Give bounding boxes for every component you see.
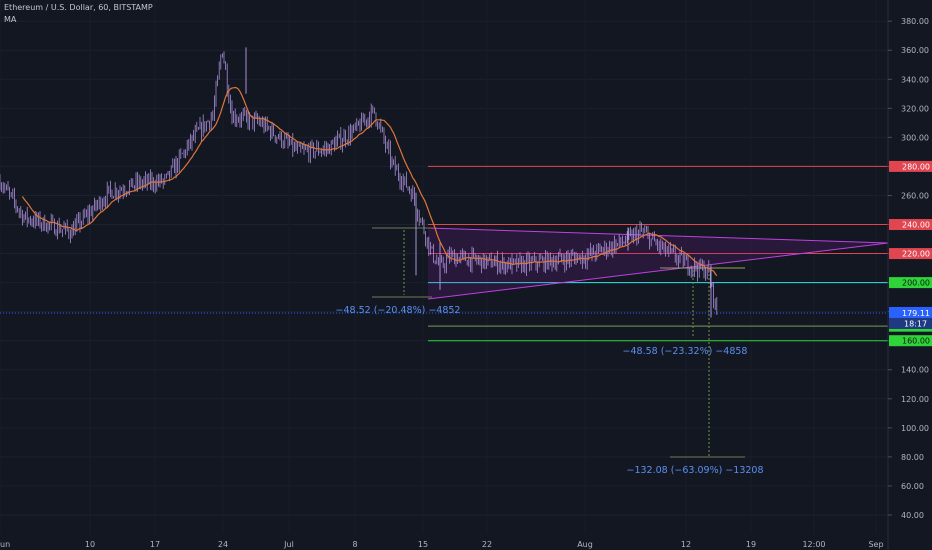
y-tick-label: 100.00: [901, 424, 929, 433]
x-tick-label: 12:00: [802, 540, 825, 549]
triangle-fill: [428, 228, 888, 299]
y-tick-label: 300.00: [901, 133, 929, 142]
y-tick-label: 40.00: [901, 511, 924, 520]
indicator-label[interactable]: MA: [4, 15, 17, 24]
x-tick-label: un: [0, 540, 10, 549]
x-tick-label: Aug: [577, 540, 593, 549]
candles: [0, 47, 718, 318]
time-axis[interactable]: un 10 17 24 Jul 8 15 22 Aug 12 19 12:00 Sep: [0, 540, 884, 549]
moving-average: [21, 86, 718, 277]
x-tick-label: 10: [85, 540, 95, 549]
x-tick-label: Sep: [868, 540, 883, 549]
x-tick-label: Jul: [283, 540, 294, 549]
y-tick-label: 140.00: [901, 366, 929, 375]
x-tick-label: 19: [746, 540, 756, 549]
x-tick-label: 24: [218, 540, 228, 549]
measure-tools[interactable]: [372, 227, 888, 458]
triangle-pattern[interactable]: [427, 227, 889, 300]
countdown-label: 18:17: [904, 319, 927, 328]
level-tag-label: 280.00: [902, 162, 930, 171]
countdown-tag: [889, 317, 932, 329]
x-tick-label: 22: [482, 540, 492, 549]
level-tag: [889, 160, 932, 172]
y-tick-label: 260.00: [901, 191, 929, 200]
level-tag-label: 160.00: [902, 337, 930, 346]
triangle-lower-line[interactable]: [427, 242, 889, 300]
level-tag-label: 240.00: [902, 221, 930, 230]
level-tag: [889, 219, 932, 231]
price-tags: 280.00240.00220.00200.00170.00160.00179.…: [889, 160, 932, 347]
y-tick-label: 120.00: [901, 395, 929, 404]
symbol-title[interactable]: Ethereum / U.S. Dollar, 60, BITSTAMP: [4, 3, 153, 12]
y-tick-label: 320.00: [901, 104, 929, 113]
x-tick-label: 17: [150, 540, 160, 549]
y-tick-label: 80.00: [901, 453, 924, 462]
y-tick-label: 60.00: [901, 482, 924, 491]
x-tick-label: 8: [352, 540, 357, 549]
ma-line: [21, 86, 718, 277]
measure-label: −48.52 (−20.48%) −4852: [336, 305, 461, 316]
x-tick-label: 12: [681, 540, 691, 549]
measure-label: −132.08 (−63.09%) −13208: [626, 465, 763, 476]
level-tag: [889, 277, 932, 289]
measure-labels: −48.52 (−20.48%) −4852 −48.58 (−23.32%) −…: [336, 305, 764, 476]
x-tick-label: 15: [418, 540, 428, 549]
level-tag-label: 220.00: [902, 250, 930, 259]
level-tag-label: 200.00: [902, 279, 930, 288]
level-tag: [889, 248, 932, 260]
y-tick-label: 340.00: [901, 75, 929, 84]
y-tick-label: 380.00: [901, 17, 929, 26]
current-price-tag: [889, 306, 932, 319]
current-price-label: 179.11: [902, 309, 930, 318]
y-tick-label: 360.00: [901, 46, 929, 55]
measure-label: −48.58 (−23.32%) −4858: [623, 346, 748, 357]
level-tag: [889, 335, 932, 347]
